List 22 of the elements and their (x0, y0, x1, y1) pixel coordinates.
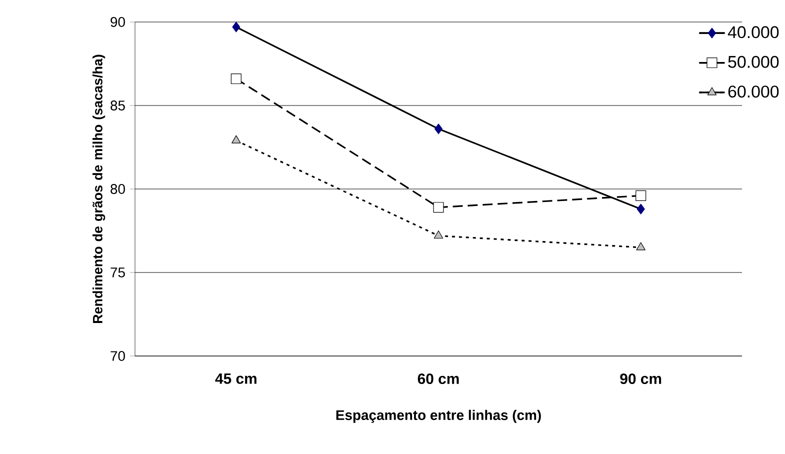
point (636, 204, 645, 214)
point (230, 73, 242, 84)
y-tick-label: 80 (110, 184, 125, 194)
x-tick-label: 90 cm (620, 373, 662, 384)
point (636, 190, 646, 201)
legend-label: 60.000 (728, 86, 779, 98)
x-tick-label: 45 cm (215, 373, 256, 384)
point (232, 135, 241, 144)
y-tick-label: 85 (110, 100, 125, 110)
x-tick-label: 60 cm (418, 373, 459, 384)
point (636, 242, 646, 250)
x-axis-title: Espaçamento entre linhas (cm) (336, 410, 541, 423)
point (433, 202, 444, 213)
point (232, 22, 240, 32)
point (434, 124, 443, 134)
legend-label: 40.000 (728, 26, 779, 38)
point (434, 230, 444, 239)
y-tick-label: 70 (110, 351, 125, 361)
y-tick-label: 75 (110, 268, 125, 278)
y-axis-title: Rendimento de grãos de milho (sacas/ha) (92, 54, 106, 323)
legend-label: 50.000 (728, 56, 779, 68)
y-tick-label: 90 (110, 17, 125, 27)
